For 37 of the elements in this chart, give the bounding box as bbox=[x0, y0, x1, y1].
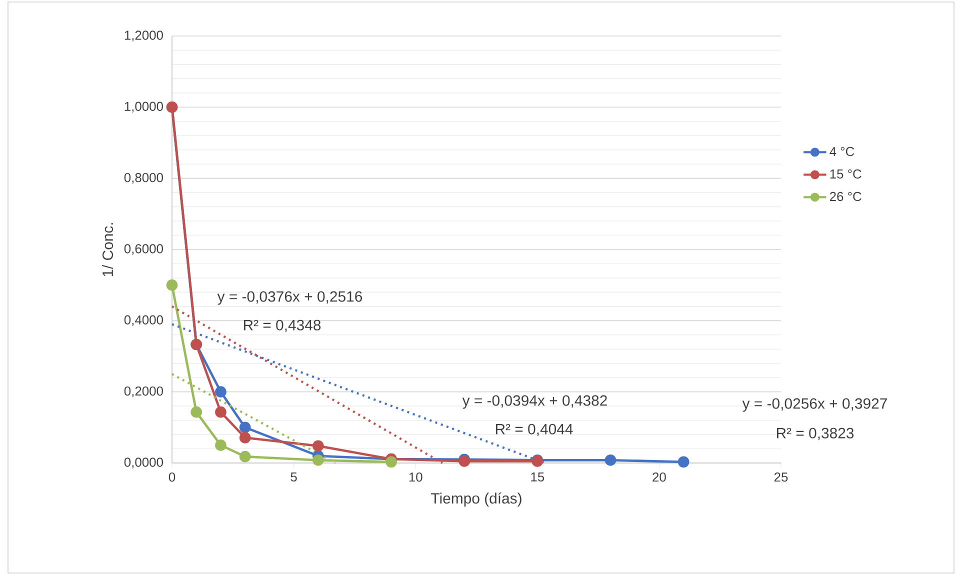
point bbox=[678, 456, 690, 468]
point bbox=[215, 406, 226, 418]
annotation: y = -0,0376x + 0,2516 bbox=[217, 291, 362, 305]
point bbox=[386, 456, 397, 468]
x-tick-label: 20 bbox=[652, 472, 666, 482]
point bbox=[239, 450, 251, 462]
annotation: R² = 0,4348 bbox=[244, 320, 321, 332]
point bbox=[239, 432, 251, 444]
y-tick-label: 0,8000 bbox=[124, 172, 163, 184]
y-tick-label: 0,4000 bbox=[124, 315, 163, 326]
point bbox=[190, 406, 202, 418]
point bbox=[215, 440, 226, 451]
x-tick-label: 15 bbox=[531, 472, 544, 482]
x-tick-label: 10 bbox=[409, 472, 422, 482]
x-tick-label: 25 bbox=[774, 472, 788, 482]
legend-label: 26 °C bbox=[830, 192, 862, 202]
y-tick-label: 1,0000 bbox=[124, 102, 163, 113]
y-tick-label: 0,2000 bbox=[124, 386, 163, 398]
y-tick-label: 1,2000 bbox=[124, 30, 163, 42]
point bbox=[215, 386, 226, 398]
x-tick-label: 0 bbox=[168, 472, 176, 482]
annotation: R² = 0,4044 bbox=[496, 424, 573, 436]
legend-label: 4 °C bbox=[830, 146, 854, 156]
y-tick-label: 0,0000 bbox=[124, 458, 163, 468]
annotation: y = -0,0256x + 0,3927 bbox=[742, 398, 887, 412]
point bbox=[312, 440, 324, 452]
annotation: y = -0,0394x + 0,4382 bbox=[462, 395, 607, 409]
y-axis-title: 1/ Conc. bbox=[102, 223, 114, 276]
point bbox=[166, 279, 178, 291]
y-tick-label: 0,6000 bbox=[124, 244, 163, 255]
point bbox=[312, 454, 324, 466]
x-tick-label: 5 bbox=[290, 472, 297, 482]
point bbox=[604, 454, 616, 466]
legend-label: 15 °C bbox=[830, 169, 862, 179]
point bbox=[239, 422, 251, 434]
annotation: R² = 0,3823 bbox=[776, 428, 854, 440]
x-axis-title: Tiempo (días) bbox=[431, 492, 522, 507]
